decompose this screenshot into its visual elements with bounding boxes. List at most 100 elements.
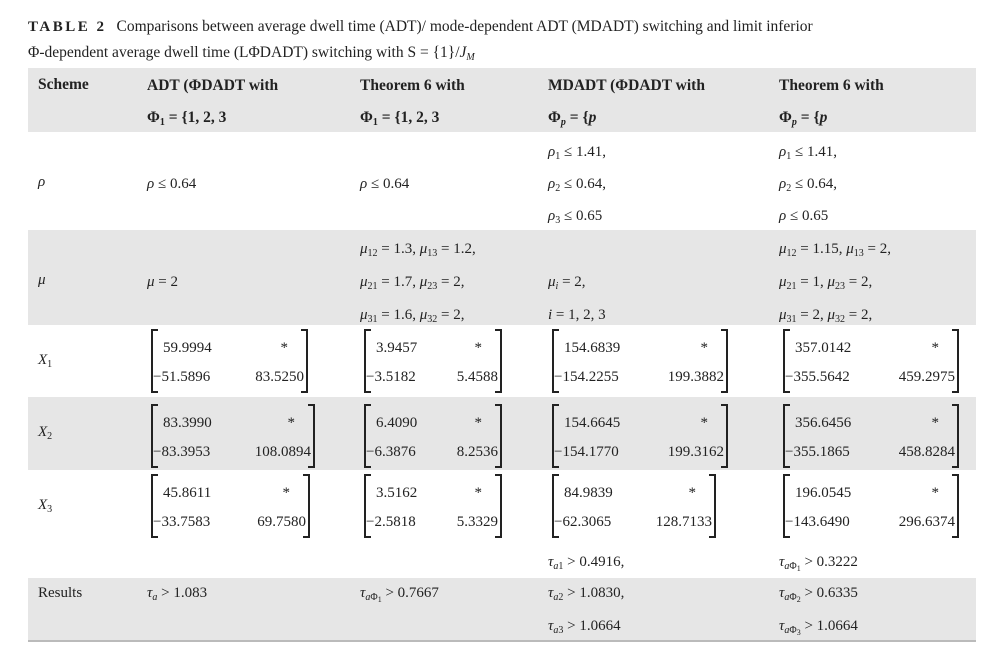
row-X1: X1 59.9994 * −51.5896 83.5250 3.9457 * −3.5182 5… (28, 325, 976, 397)
matrix-brackets: 45.8611 * −33.7583 69.7580 (151, 474, 310, 538)
results-theorem6-phip-line3: τaΦ3 > 1.0664 (779, 618, 858, 637)
bracket-tick (721, 404, 726, 406)
results-theorem6-phip-line1: τaΦ1 > 0.3222 (779, 554, 858, 573)
bracket-tick (785, 404, 790, 406)
matrix-entry: 199.3162 (667, 444, 724, 460)
bracket-tick (308, 466, 313, 468)
cell-line: ρ ≤ 0.64 (360, 176, 410, 192)
bracket-tick (709, 536, 714, 538)
bracket-tick (785, 329, 790, 331)
row-X3: τa1 > 0.4916, τaΦ1 > 0.3222 X3 45.8611 * −3… (28, 470, 976, 578)
bracket-tick (952, 404, 957, 406)
matrix-entry: 128.7133 (655, 514, 712, 530)
bracket-tick (721, 329, 726, 331)
matrix-brackets: 3.5162 * −2.5818 5.3329 (364, 474, 502, 538)
matrix-entry: −6.3876 (366, 444, 416, 460)
bracket-tick (952, 329, 957, 331)
caption-text-1: Comparisons between average dwell time (… (116, 18, 813, 35)
bracket-tick (495, 474, 500, 476)
matrix-entry: 458.8284 (898, 444, 955, 460)
matrix-entry: 59.9994 (163, 340, 212, 356)
cell-line: μ31 = 2, μ32 = 2, (779, 307, 873, 325)
cell-line: Φp = {p (548, 109, 597, 128)
bracket-tick (952, 474, 957, 476)
row-label-X1: X1 (38, 352, 53, 370)
bracket-tick (495, 391, 500, 393)
cell-line: MDADT (ΦDADT with (548, 77, 705, 94)
cell-line: ADT (ΦDADT with (147, 77, 279, 94)
cell-line: μ = 2 (147, 274, 178, 290)
bracket-tick (153, 391, 158, 393)
matrix-brackets: 196.0545 * −143.6490 296.6374 (783, 474, 959, 538)
cell-line: μ12 = 1.15, μ13 = 2, (779, 241, 891, 259)
matrix-entry: * (931, 485, 940, 501)
bracket-tick (303, 474, 308, 476)
bracket-tick (153, 536, 158, 538)
row-label-mu: μ (38, 272, 46, 288)
bracket-tick (308, 404, 313, 406)
cell-line: μ21 = 1.7, μ23 = 2, (360, 274, 465, 292)
caption-text-2: Φ-dependent average dwell time (LΦDADT) … (28, 44, 475, 63)
cell-line: ρ1 ≤ 1.41, (548, 144, 606, 162)
matrix-entry: * (474, 485, 483, 501)
row-label-rho: ρ (38, 174, 46, 190)
matrix-entry: 357.0142 (795, 340, 852, 356)
cell-line: Theorem 6 with (360, 77, 465, 94)
results-theorem6-phi1: τaΦ1 > 0.7667 (360, 585, 439, 604)
bracket-tick (366, 466, 371, 468)
cell-line: ρ1 ≤ 1.41, (779, 144, 837, 162)
matrix-entry: 83.5250 (255, 369, 304, 385)
bracket-tick (785, 536, 790, 538)
results-mdadt-line3: τa3 > 1.0664 (548, 618, 621, 636)
row-X2: X2 83.3990 * −83.3953 108.0894 6.4090 * −6.3876… (28, 397, 976, 470)
results-mdadt-line2: τa2 > 1.0830, (548, 585, 625, 603)
bracket-tick (785, 391, 790, 393)
cell-line: Φ1 = {1, 2, 3 (147, 109, 227, 128)
bracket-tick (785, 466, 790, 468)
matrix-entry: −154.2255 (554, 369, 619, 385)
bracket-tick (952, 536, 957, 538)
table-label: TABLE 2 (28, 19, 107, 35)
bracket-tick (301, 329, 306, 331)
matrix-brackets: 154.6645 * −154.1770 199.3162 (552, 404, 728, 468)
matrix-brackets: 59.9994 * −51.5896 83.5250 (151, 329, 308, 393)
bracket-tick (495, 536, 500, 538)
matrix-entry: 459.2975 (898, 369, 955, 385)
bracket-tick (554, 329, 559, 331)
bracket-tick (153, 466, 158, 468)
results-mdadt-line1: τa1 > 0.4916, (548, 554, 625, 572)
table-header: Scheme ADT (ΦDADT with Φ1 = {1, 2, 3 Theo… (28, 68, 976, 132)
table-bottom-rule (28, 640, 976, 642)
matrix-brackets: 83.3990 * −83.3953 108.0894 (151, 404, 315, 468)
matrix-entry: −51.5896 (153, 369, 211, 385)
matrix-entry: −143.6490 (785, 514, 850, 530)
matrix-entry: * (282, 485, 291, 501)
matrix-entry: 108.0894 (254, 444, 311, 460)
matrix-brackets: 154.6839 * −154.2255 199.3882 (552, 329, 728, 393)
matrix-entry: −33.7583 (153, 514, 211, 530)
bracket-tick (153, 404, 158, 406)
row-rho: ρ ρ ≤ 0.64 ρ ≤ 0.64 ρ1 ≤ 1.41, ρ2 ≤ 0.64,… (28, 132, 976, 230)
matrix-entry: 84.9839 (564, 485, 613, 501)
bracket-tick (301, 391, 306, 393)
matrix-entry: 154.6839 (564, 340, 621, 356)
bracket-tick (366, 536, 371, 538)
cell-line: μ31 = 1.6, μ32 = 2, (360, 307, 465, 325)
matrix-entry: * (287, 415, 296, 431)
bracket-tick (554, 391, 559, 393)
matrix-brackets: 3.9457 * −3.5182 5.4588 (364, 329, 502, 393)
matrix-entry: −355.1865 (785, 444, 850, 460)
cell-line: Theorem 6 with (779, 77, 884, 94)
matrix-entry: 154.6645 (564, 415, 621, 431)
bracket-tick (303, 536, 308, 538)
matrix-entry: −355.5642 (785, 369, 850, 385)
cell-line: ρ3 ≤ 0.65 (548, 208, 603, 226)
row-results: Results τa > 1.083 τaΦ1 > 0.7667 τa2 > 1… (28, 578, 976, 642)
row-mu: μ μ = 2 μ12 = 1.3, μ13 = 1.2, μ21 = 1.7, … (28, 230, 976, 325)
matrix-entry: 196.0545 (795, 485, 852, 501)
table-caption: TABLE 2 Comparisons between average dwell… (28, 14, 988, 66)
comparison-table: Scheme ADT (ΦDADT with Φ1 = {1, 2, 3 Theo… (28, 68, 976, 642)
bracket-tick (366, 329, 371, 331)
bracket-tick (495, 404, 500, 406)
matrix-entry: 6.4090 (376, 415, 418, 431)
